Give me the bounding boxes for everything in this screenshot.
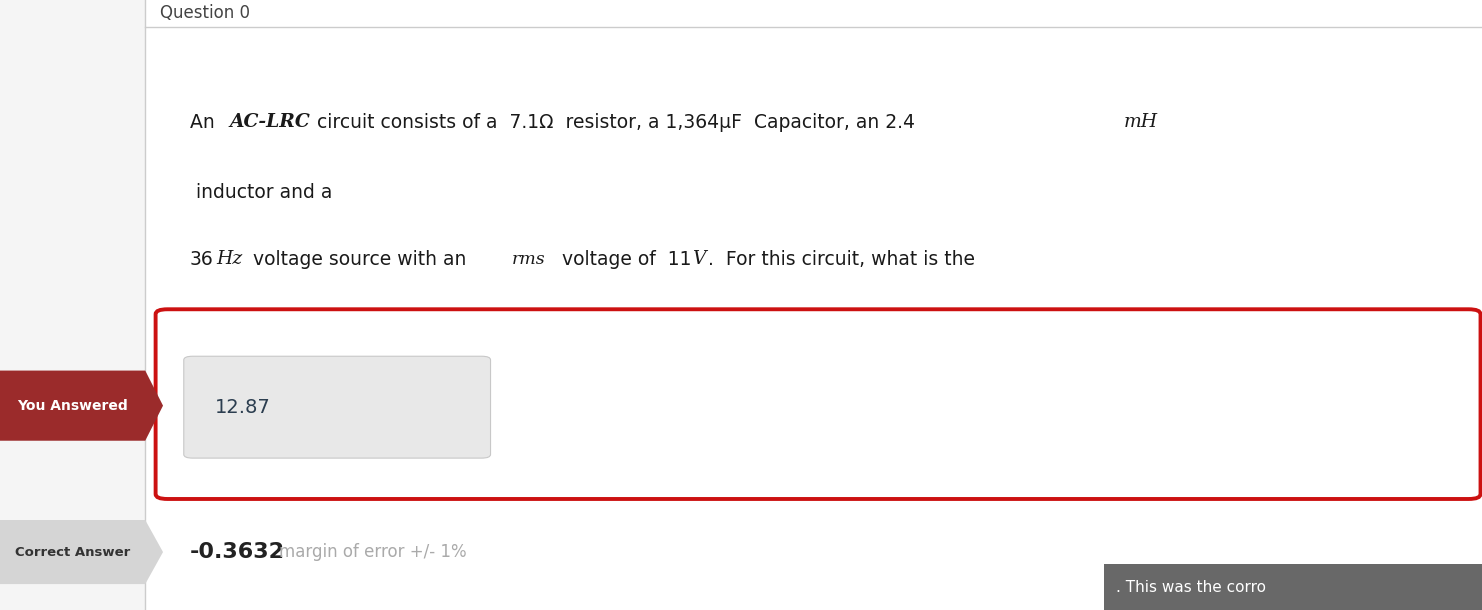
Text: inductor and a: inductor and a (190, 182, 332, 202)
Text: . This was the corro: . This was the corro (1116, 580, 1266, 595)
Text: 12.87: 12.87 (215, 398, 271, 417)
Text: phase angle of the voltage source relative to the current (in Radians)?: phase angle of the voltage source relati… (190, 317, 849, 336)
Text: voltage source with an: voltage source with an (247, 249, 479, 269)
Text: circuit consists of a  7.1Ω  resistor, a 1,364μF  Capacitor, an 2.4: circuit consists of a 7.1Ω resistor, a 1… (311, 112, 916, 132)
Text: 36: 36 (190, 249, 213, 269)
Text: margin of error +/- 1%: margin of error +/- 1% (279, 543, 467, 561)
Text: rms: rms (511, 251, 545, 268)
Text: voltage of  11: voltage of 11 (550, 249, 691, 269)
FancyBboxPatch shape (156, 309, 1481, 499)
Text: You Answered: You Answered (18, 399, 127, 412)
FancyBboxPatch shape (1104, 564, 1482, 610)
Text: AC-LRC: AC-LRC (230, 113, 310, 131)
Text: .  For this circuit, what is the: . For this circuit, what is the (708, 249, 975, 269)
Text: Correct Answer: Correct Answer (15, 545, 130, 559)
Polygon shape (0, 520, 163, 584)
Text: An: An (190, 112, 221, 132)
Text: -0.3632: -0.3632 (190, 542, 285, 562)
Text: Question 0: Question 0 (160, 4, 250, 23)
Text: Hz: Hz (216, 250, 243, 268)
FancyBboxPatch shape (0, 0, 145, 610)
FancyBboxPatch shape (184, 356, 491, 458)
Text: V: V (692, 250, 705, 268)
Polygon shape (0, 370, 163, 440)
Text: mH: mH (1123, 113, 1157, 131)
